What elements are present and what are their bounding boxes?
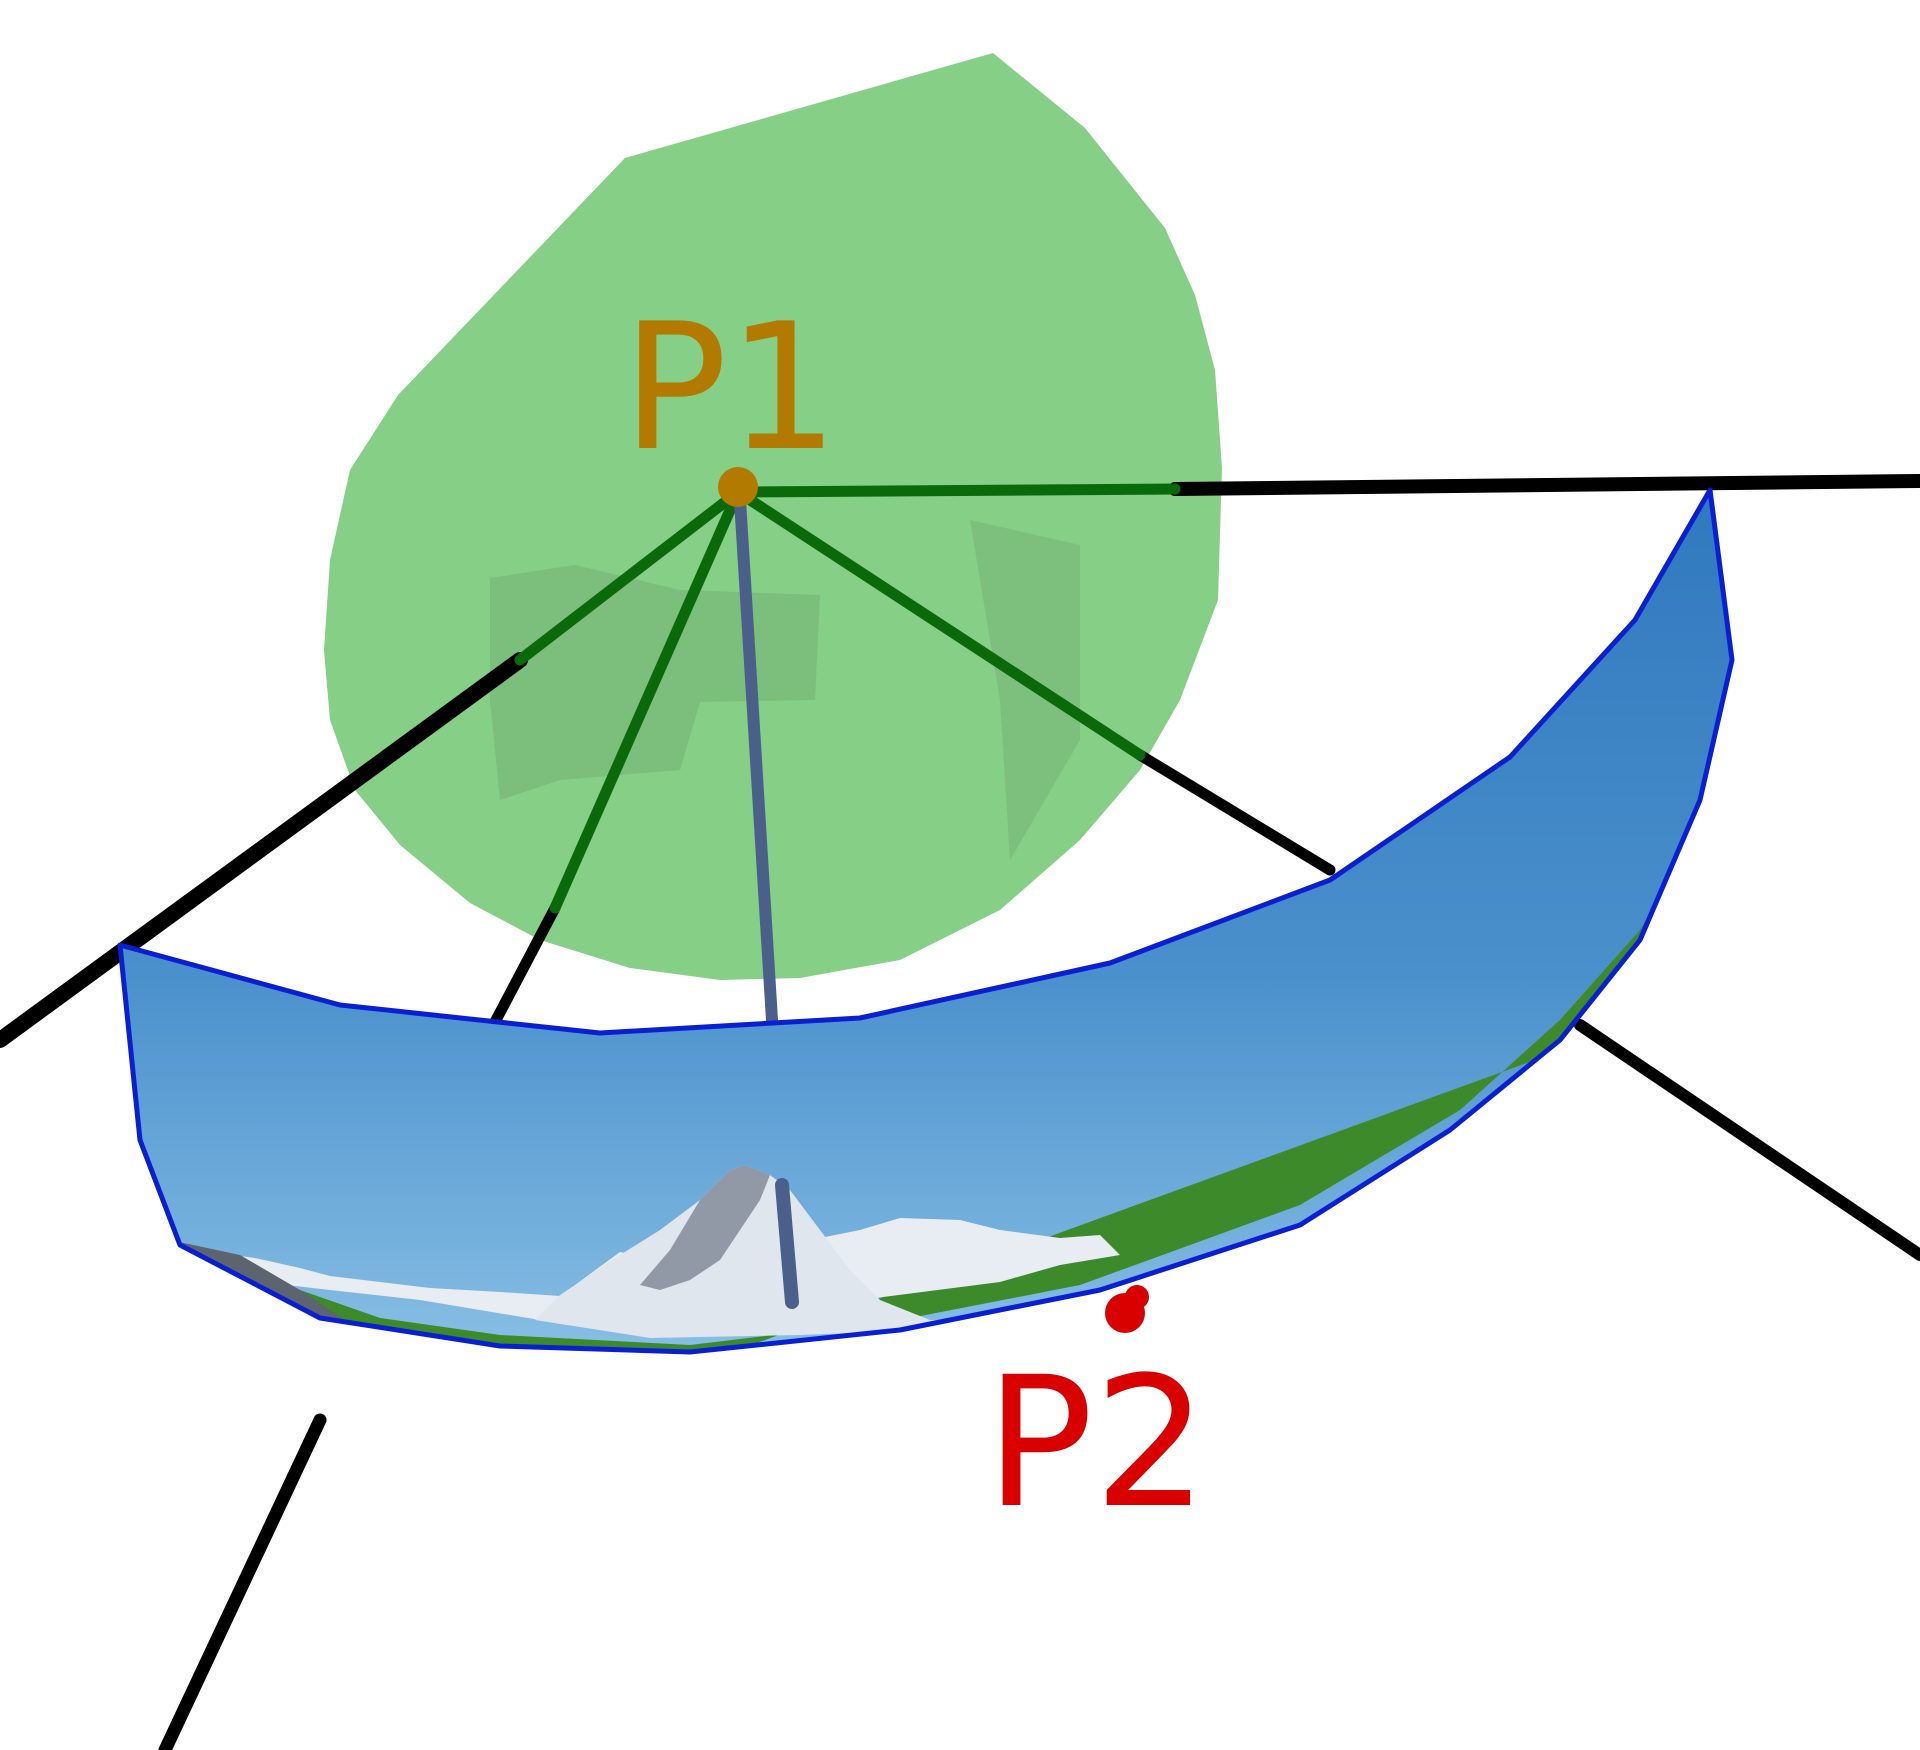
center-axis: [734, 494, 778, 1026]
flower: [1332, 1254, 1368, 1266]
ray-right-middle: [1134, 749, 1336, 876]
ray-lower-left-long: [158, 1413, 327, 1750]
peak-rock-shading: [640, 1165, 770, 1290]
matterhorn-peak: [535, 1165, 1000, 1338]
flower: [1232, 1322, 1288, 1338]
green-ray-down-right: [732, 486, 1146, 761]
flower: [795, 1436, 865, 1454]
p2-label: P2: [985, 1339, 1208, 1548]
sphere-inner-shadow-right: [970, 520, 1080, 860]
foreground-rock: [170, 1240, 420, 1350]
flower: [1160, 1289, 1240, 1311]
p1-point: [718, 467, 758, 507]
flower: [1370, 1211, 1430, 1229]
ray-right-lower: [1574, 1019, 1920, 1261]
flower: [755, 1459, 805, 1471]
flower: [690, 1452, 750, 1468]
green-rays: [514, 483, 1181, 914]
center-axis-lower: [775, 1178, 799, 1309]
panorama-border: [117, 487, 1735, 1355]
p1-label: P1: [622, 287, 839, 490]
green-ray-upper-left: [514, 486, 744, 666]
flower: [1495, 1092, 1545, 1108]
ray-lower-left-short: [489, 902, 561, 1028]
black-rays: [0, 474, 1920, 1750]
green-ray-down-left: [549, 486, 744, 914]
green-ray-horizontal: [732, 483, 1181, 498]
ray-upper-left: [0, 652, 528, 1048]
flower: [600, 1445, 680, 1465]
p2-point-dot: [1125, 1285, 1149, 1309]
ray-right-horizontal: [1168, 474, 1920, 496]
